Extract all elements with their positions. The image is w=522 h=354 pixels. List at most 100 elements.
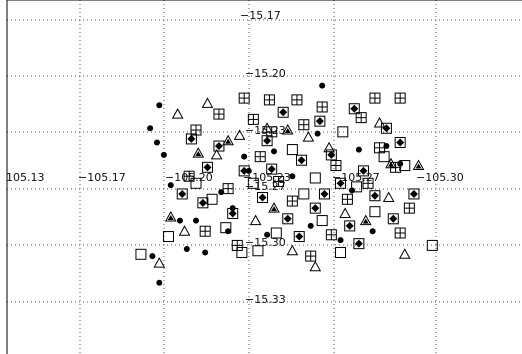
- point-open-square-15: [286, 144, 298, 156]
- point-open-triangle-2: [309, 260, 322, 272]
- point-boxed-diamond-18: [261, 135, 273, 147]
- point-boxed-plus-8: [213, 108, 225, 120]
- point-filled-circle-3: [154, 139, 160, 146]
- x-tick-label-5: −105.30: [416, 171, 464, 184]
- x-tick-label-0: 105.13: [6, 171, 45, 184]
- plot-frame: [6, 0, 522, 354]
- point-filled-circle-4: [160, 151, 167, 158]
- point-open-square-14: [190, 177, 202, 189]
- point-filled-circle-24: [271, 148, 277, 155]
- point-filled-circle-12: [355, 146, 362, 153]
- point-filled-circle-6: [176, 217, 183, 224]
- point-open-triangle-11: [249, 214, 262, 226]
- point-filled-triangle-0: [164, 210, 177, 222]
- point-open-triangle-0: [201, 97, 214, 108]
- point-boxed-plus-6: [316, 101, 328, 113]
- point-boxed-plus-17: [330, 160, 342, 172]
- point-boxed-diamond-15: [387, 213, 399, 225]
- point-boxed-plus-4: [394, 92, 406, 104]
- point-boxed-plus-18: [273, 176, 285, 188]
- point-filled-circle-10: [241, 153, 248, 160]
- point-boxed-diamond-24: [394, 136, 406, 148]
- point-boxed-diamond-10: [227, 207, 239, 219]
- point-boxed-plus-12: [305, 250, 317, 262]
- point-open-square-0: [399, 160, 411, 172]
- point-boxed-plus-20: [199, 225, 211, 237]
- point-boxed-plus-21: [231, 239, 243, 251]
- point-boxed-diamond-9: [408, 188, 420, 200]
- point-boxed-diamond-8: [357, 165, 369, 177]
- point-filled-triangle-2: [281, 124, 294, 135]
- point-filled-circle-7: [183, 245, 190, 252]
- point-open-square-2: [135, 248, 147, 260]
- point-boxed-plus-26: [183, 170, 195, 182]
- point-boxed-diamond-19: [335, 177, 347, 189]
- point-open-square-1: [426, 239, 438, 251]
- point-open-square-17: [162, 231, 174, 243]
- y-tick-label-0: −15.17: [240, 9, 281, 22]
- point-boxed-plus-19: [374, 142, 386, 154]
- point-boxed-plus-2: [291, 94, 303, 106]
- point-boxed-diamond-20: [369, 190, 381, 202]
- point-boxed-diamond-12: [282, 213, 294, 225]
- point-boxed-diamond-17: [213, 140, 225, 152]
- point-boxed-diamond-11: [257, 192, 269, 203]
- point-boxed-diamond-26: [266, 163, 278, 175]
- grid-layer: [7, 0, 522, 354]
- x-tick-label-3: −105.23: [243, 171, 291, 184]
- point-boxed-plus-1: [263, 94, 275, 106]
- point-boxed-diamond-5: [201, 161, 213, 173]
- point-boxed-plus-10: [341, 193, 353, 205]
- point-filled-circle-20: [289, 173, 296, 180]
- point-open-triangle-14: [339, 207, 351, 218]
- point-open-triangle-12: [286, 244, 299, 256]
- point-filled-triangle-1: [222, 134, 234, 146]
- point-filled-circle-18: [202, 249, 209, 256]
- point-filled-circle-22: [369, 228, 376, 235]
- point-open-triangle-15: [178, 225, 191, 236]
- point-filled-circle-16: [264, 231, 271, 238]
- point-filled-circle-8: [149, 253, 156, 260]
- point-boxed-plus-25: [247, 113, 259, 125]
- point-open-square-19: [309, 172, 321, 184]
- point-filled-circle-21: [337, 237, 344, 244]
- point-filled-triangle-6: [268, 202, 280, 213]
- point-boxed-diamond-1: [314, 115, 326, 127]
- point-filled-circle-5: [167, 182, 174, 189]
- y-tick-label-3: −15.27: [245, 180, 286, 193]
- point-open-square-16: [337, 126, 349, 138]
- point-boxed-diamond-14: [344, 220, 356, 232]
- x-tick-label-1: −105.17: [78, 171, 126, 184]
- point-open-square-9: [298, 188, 310, 200]
- y-tick-label-1: −15.20: [245, 67, 286, 80]
- point-open-triangle-4: [398, 248, 411, 259]
- point-open-triangle-10: [373, 116, 386, 128]
- point-boxed-diamond-22: [197, 197, 209, 209]
- data-points: [135, 82, 438, 286]
- point-boxed-plus-13: [286, 195, 298, 207]
- x-tick-label-4: −105.27: [332, 171, 380, 184]
- point-boxed-diamond-23: [176, 188, 188, 200]
- point-boxed-plus-14: [254, 151, 266, 163]
- point-boxed-plus-15: [355, 112, 367, 124]
- point-filled-circle-1: [156, 102, 163, 109]
- point-open-square-5: [247, 177, 259, 189]
- point-open-triangle-8: [210, 148, 223, 160]
- point-filled-circle-25: [314, 130, 321, 137]
- point-boxed-diamond-7: [325, 149, 337, 161]
- point-filled-circle-15: [307, 222, 314, 229]
- point-open-square-6: [335, 247, 347, 259]
- point-filled-circle-19: [193, 217, 199, 224]
- point-open-triangle-9: [323, 141, 335, 153]
- point-boxed-diamond-2: [348, 103, 360, 115]
- point-open-triangle-6: [302, 131, 315, 142]
- point-boxed-diamond-3: [380, 122, 392, 134]
- point-boxed-plus-0: [238, 92, 250, 104]
- point-boxed-plus-7: [390, 161, 402, 173]
- point-open-square-10: [206, 193, 218, 205]
- point-boxed-diamond-0: [277, 106, 289, 118]
- point-open-square-18: [252, 245, 264, 257]
- point-open-square-11: [270, 227, 282, 239]
- point-boxed-diamond-4: [185, 133, 197, 145]
